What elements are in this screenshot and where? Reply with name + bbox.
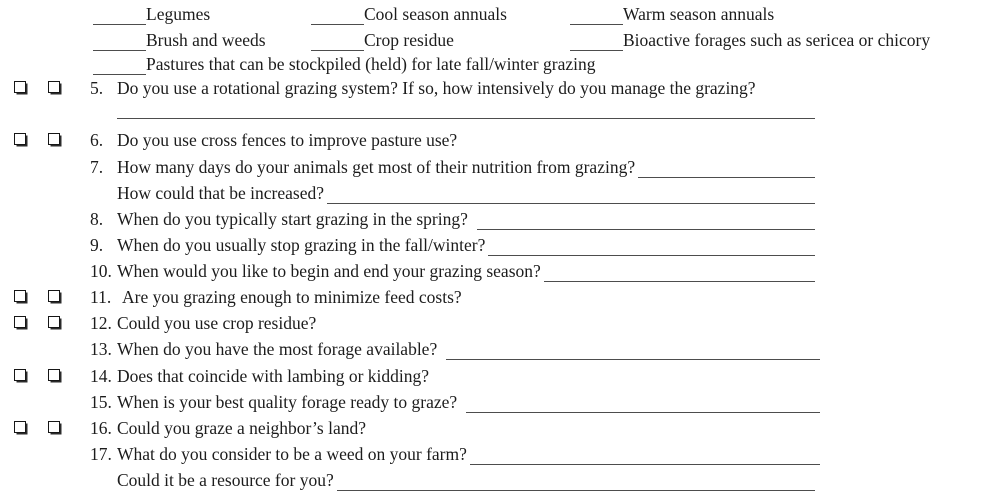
forage-row-3: Pastures that can be stockpiled (held) f…: [0, 54, 1000, 80]
rank-blank[interactable]: [570, 9, 623, 25]
question-text: Could you use crop residue?: [117, 313, 317, 333]
question-row-17: 17. What do you consider to be a weed on…: [0, 444, 1000, 470]
checkbox[interactable]: [14, 316, 26, 328]
rank-blank[interactable]: [311, 9, 364, 25]
question-row-7b: How could that be increased?: [0, 183, 1000, 209]
answer-blank[interactable]: [446, 339, 820, 361]
question-row-14: 14. Does that coincide with lambing or k…: [0, 366, 1000, 392]
forage-label: Crop residue: [364, 30, 454, 50]
question-number: 15.: [90, 392, 112, 412]
question-row-17b: Could it be a resource for you?: [0, 470, 1000, 496]
forage-label: Warm season annuals: [623, 4, 775, 24]
question-number: 7.: [90, 157, 104, 177]
question-text: When do you typically start grazing in t…: [117, 209, 468, 230]
question-row-9: 9. When do you usually stop grazing in t…: [0, 235, 1000, 261]
rank-blank[interactable]: [93, 59, 146, 75]
question-number: 16.: [90, 418, 112, 438]
rank-blank[interactable]: [570, 35, 623, 51]
question-text: What do you consider to be a weed on you…: [117, 444, 467, 465]
rank-blank[interactable]: [311, 35, 364, 51]
forage-row-1: Legumes Cool season annuals Warm season …: [0, 4, 1000, 30]
answer-blank[interactable]: [327, 183, 815, 205]
question-number: 5.: [90, 78, 104, 98]
answer-blank[interactable]: [543, 261, 815, 283]
checkbox[interactable]: [48, 421, 60, 433]
answer-blank[interactable]: [466, 392, 820, 414]
checkbox[interactable]: [48, 369, 60, 381]
answer-blank[interactable]: [488, 235, 815, 257]
forage-row-2: Brush and weeds Crop residue Bioactive f…: [0, 30, 1000, 56]
checkbox[interactable]: [48, 81, 60, 93]
question-row-6: 6. Do you use cross fences to improve pa…: [0, 130, 1000, 156]
forage-label: Pastures that can be stockpiled (held) f…: [146, 54, 596, 74]
answer-blank[interactable]: [638, 157, 815, 179]
checkbox[interactable]: [48, 316, 60, 328]
question-number: 11.: [90, 287, 112, 307]
checkbox[interactable]: [14, 81, 26, 93]
checkbox[interactable]: [14, 421, 26, 433]
forage-label: Bioactive forages such as sericea or chi…: [623, 30, 931, 50]
checkbox[interactable]: [48, 290, 60, 302]
rank-blank[interactable]: [93, 9, 146, 25]
question-text: Does that coincide with lambing or kiddi…: [117, 366, 430, 386]
question-row-15: 15. When is your best quality forage rea…: [0, 392, 1000, 418]
question-text: When do you usually stop grazing in the …: [117, 235, 486, 256]
question-number: 10.: [90, 261, 112, 281]
question-row-8: 8. When do you typically start grazing i…: [0, 209, 1000, 235]
answer-blank[interactable]: [476, 209, 815, 231]
question-text: When would you like to begin and end you…: [117, 261, 541, 282]
checkbox[interactable]: [14, 290, 26, 302]
question-text: How many days do your animals get most o…: [117, 157, 636, 178]
question-number: 6.: [90, 130, 104, 150]
question-number: 14.: [90, 366, 112, 386]
answer-line[interactable]: [117, 118, 815, 119]
question-row-13: 13. When do you have the most forage ava…: [0, 339, 1000, 365]
forage-label: Brush and weeds: [146, 30, 266, 50]
checkbox[interactable]: [48, 133, 60, 145]
question-text: Do you use cross fences to improve pastu…: [117, 130, 458, 150]
forage-label: Cool season annuals: [364, 4, 507, 24]
question-number: 12.: [90, 313, 112, 333]
question-text: Could you graze a neighbor’s land?: [117, 418, 366, 438]
question-row-10: 10. When would you like to begin and end…: [0, 261, 1000, 287]
question-text: How could that be increased?: [117, 183, 325, 204]
checkbox[interactable]: [14, 369, 26, 381]
question-text: Could it be a resource for you?: [117, 470, 334, 491]
forage-label: Legumes: [146, 4, 211, 24]
question-row-11: 11. Are you grazing enough to minimize f…: [0, 287, 1000, 313]
checkbox[interactable]: [14, 133, 26, 145]
question-text: When is your best quality forage ready t…: [117, 392, 458, 413]
question-row-7: 7. How many days do your animals get mos…: [0, 157, 1000, 183]
question-number: 8.: [90, 209, 104, 229]
rank-blank[interactable]: [93, 35, 146, 51]
question-text: When do you have the most forage availab…: [117, 339, 438, 360]
question-row-16: 16. Could you graze a neighbor’s land?: [0, 418, 1000, 444]
question-number: 13.: [90, 339, 112, 359]
question-number: 17.: [90, 444, 112, 464]
question-text: Are you grazing enough to minimize feed …: [122, 287, 462, 307]
answer-blank[interactable]: [336, 470, 815, 492]
question-text: Do you use a rotational grazing system? …: [117, 78, 756, 98]
question-number: 9.: [90, 235, 104, 255]
question-row-5: 5. Do you use a rotational grazing syste…: [0, 78, 1000, 104]
answer-blank[interactable]: [469, 444, 820, 466]
question-row-12: 12. Could you use crop residue?: [0, 313, 1000, 339]
